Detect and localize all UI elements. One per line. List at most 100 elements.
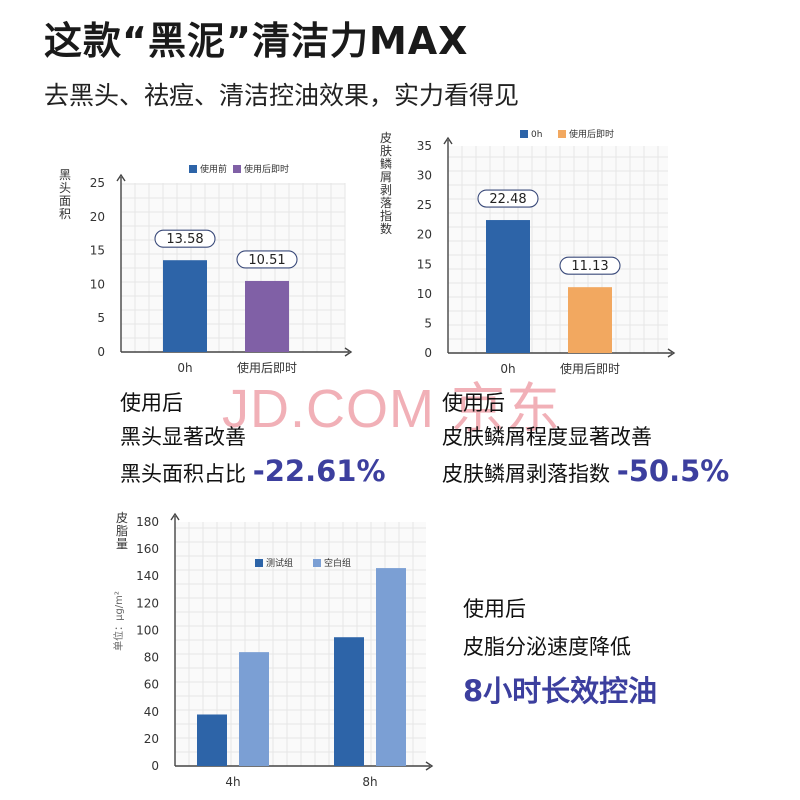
- legend-label: 0h: [531, 130, 542, 140]
- y-tick-label: 5: [97, 311, 105, 325]
- x-tick-label: 使用后即时: [560, 361, 620, 376]
- caption-line: 使用后: [463, 597, 526, 621]
- y-axis-label-char: 肤: [380, 143, 392, 158]
- caption-label: 皮肤鳞屑剥落指数: [442, 462, 610, 486]
- data-label: 13.58: [166, 232, 203, 247]
- y-tick-label: 40: [144, 705, 159, 719]
- y-axis-arrow: [443, 136, 453, 145]
- legend-label: 使用后即时: [244, 163, 289, 175]
- y-tick-label: 180: [136, 515, 159, 529]
- y-tick-label: 0: [151, 759, 159, 773]
- y-tick-label: 100: [136, 623, 159, 637]
- y-tick-label: 25: [90, 176, 105, 190]
- y-axis-label-char: 指: [380, 208, 392, 223]
- data-label-pill: [154, 229, 216, 248]
- bar: [568, 287, 612, 353]
- x-tick-label: 使用后即时: [237, 360, 297, 375]
- caption-line: 黑头显著改善: [120, 425, 246, 449]
- legend-label: 使用前: [200, 163, 227, 175]
- legend-swatch: [189, 165, 197, 173]
- legend-swatch: [255, 559, 263, 567]
- caption-value: -50.5%: [616, 454, 730, 488]
- y-tick-label: 35: [417, 139, 432, 153]
- legend-swatch: [520, 130, 528, 138]
- chart-scale-index: 0 5 10 15 20 25 30 35 皮肤鳞屑剥落指数 0h 使用后即时 0h 使用后即时 22.4…: [372, 128, 682, 378]
- y-axis-label-char: 数: [380, 221, 392, 236]
- y-tick-label: 25: [417, 198, 432, 212]
- caption-line: 皮肤鳞屑程度显著改善: [442, 425, 652, 449]
- caption-line: 黑头面积占比 -22.61%: [120, 454, 386, 491]
- y-tick-label: 120: [136, 596, 159, 610]
- plot-area: [448, 146, 668, 353]
- legend-label: 使用后即时: [569, 128, 614, 140]
- x-tick-label: 4h: [225, 775, 240, 789]
- legend-swatch: [558, 130, 566, 138]
- y-tick-label: 30: [417, 169, 432, 183]
- bar: [486, 220, 530, 353]
- page-title: 这款“黑泥”清洁力MAX: [44, 19, 469, 63]
- x-tick-label: 0h: [500, 362, 515, 376]
- bar: [197, 714, 227, 766]
- legend-swatch: [233, 165, 241, 173]
- caption-value: -22.61%: [252, 454, 386, 488]
- caption-label: 黑头面积占比: [120, 462, 246, 486]
- bar: [334, 637, 364, 766]
- data-label: 11.13: [571, 259, 608, 274]
- y-axis-label-char: 黑: [59, 168, 71, 182]
- x-axis-arrow: [667, 348, 676, 358]
- caption-sebum: 使用后 皮脂分泌速度降低 8小时长效控油: [463, 592, 657, 708]
- y-tick-label: 0: [97, 345, 105, 359]
- caption-highlight: 8小时长效控油: [463, 674, 658, 708]
- x-axis-arrow: [344, 347, 353, 357]
- y-axis-label-char: 头: [59, 181, 71, 195]
- y-tick-label: 5: [424, 316, 432, 330]
- y-tick-label: 80: [144, 651, 159, 665]
- data-label: 22.48: [489, 192, 526, 207]
- x-tick-label: 0h: [177, 361, 192, 375]
- legend-label: 空白组: [324, 557, 351, 569]
- y-axis-label-char: 面: [59, 194, 71, 208]
- chart-sebum: 0 20 40 60 80 100 120 140 160 180 皮脂量单位：μg/m² 4h 8h 测…: [100, 508, 450, 798]
- y-axis-label-char: 屑: [380, 170, 392, 184]
- y-axis-label-char: 皮: [380, 131, 392, 145]
- data-label: 10.51: [248, 253, 285, 268]
- caption-scale: 使用后 皮肤鳞屑程度显著改善 皮肤鳞屑剥落指数 -50.5%: [442, 386, 729, 491]
- bar: [239, 652, 269, 766]
- data-label-pill: [477, 189, 539, 208]
- y-tick-label: 160: [136, 542, 159, 556]
- data-label-pill: [559, 256, 621, 275]
- x-axis-arrow: [425, 761, 434, 771]
- y-axis-label-char: 落: [380, 196, 392, 210]
- y-axis-label-char: 剥: [380, 183, 392, 197]
- bar: [376, 568, 406, 766]
- y-tick-label: 20: [417, 228, 432, 242]
- y-axis-label-char: 鳞: [380, 157, 392, 171]
- y-tick-label: 20: [90, 210, 105, 224]
- y-axis-label-char: 量: [116, 537, 128, 551]
- page-subtitle: 去黑头、祛痘、清洁控油效果，实力看得见: [44, 81, 520, 110]
- y-axis-label-char: 皮: [116, 511, 128, 525]
- caption-blackhead: 使用后 黑头显著改善 黑头面积占比 -22.61%: [120, 386, 386, 491]
- caption-line: 皮肤鳞屑剥落指数 -50.5%: [442, 454, 729, 491]
- y-axis-arrow: [116, 173, 126, 182]
- y-tick-label: 140: [136, 569, 159, 583]
- y-axis-arrow: [170, 512, 180, 521]
- y-tick-label: 20: [144, 732, 159, 746]
- caption-line: 使用后: [442, 391, 505, 415]
- y-tick-label: 15: [90, 244, 105, 258]
- y-axis-label-char: 积: [59, 207, 71, 221]
- y-axis-unit: 单位：μg/m²: [112, 591, 125, 651]
- y-axis-label-char: 脂: [116, 523, 128, 538]
- bar: [163, 260, 207, 352]
- y-tick-label: 0: [424, 346, 432, 360]
- legend-swatch: [313, 559, 321, 567]
- caption-line: 皮脂分泌速度降低: [463, 635, 631, 659]
- chart-blackhead-area: 0 5 10 15 20 25 黑头面积 0h 使用后即时 使用前 使用后即时 13.58 10.51: [55, 155, 365, 380]
- x-tick-label: 8h: [362, 775, 377, 789]
- y-tick-label: 10: [90, 277, 105, 291]
- caption-line: 使用后: [120, 391, 183, 415]
- legend-label: 测试组: [266, 557, 293, 569]
- data-label-pill: [236, 250, 298, 269]
